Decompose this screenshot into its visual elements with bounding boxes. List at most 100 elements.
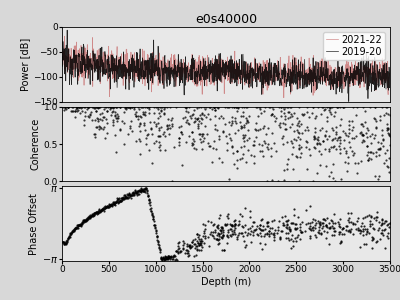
Point <box>234 108 240 113</box>
Point <box>122 193 128 198</box>
Point <box>258 111 264 116</box>
Point <box>336 134 342 139</box>
Point <box>186 121 192 126</box>
2019-20 <box>326 75 331 79</box>
Point <box>166 255 173 260</box>
Point <box>231 228 237 232</box>
Point <box>114 116 120 121</box>
Point <box>382 218 388 223</box>
Point <box>228 223 235 228</box>
Point <box>244 119 250 124</box>
Point <box>286 109 292 114</box>
Point <box>74 223 81 228</box>
Point <box>335 231 342 236</box>
Point <box>364 226 370 231</box>
Point <box>209 232 216 237</box>
Point <box>268 145 274 150</box>
Point <box>266 228 272 233</box>
Point <box>96 104 103 109</box>
Point <box>162 104 168 109</box>
Point <box>337 134 343 139</box>
Point <box>117 198 124 203</box>
Point <box>112 113 118 118</box>
Point <box>241 223 248 228</box>
Point <box>385 236 391 241</box>
Point <box>376 145 383 150</box>
Point <box>379 220 386 225</box>
Point <box>118 198 124 203</box>
Point <box>334 104 340 109</box>
Point <box>251 161 258 166</box>
Point <box>101 104 108 109</box>
Point <box>158 256 164 261</box>
Point <box>297 225 303 230</box>
2019-20 <box>346 100 351 103</box>
Point <box>350 221 357 226</box>
Point <box>132 189 138 194</box>
Point <box>326 134 332 138</box>
Point <box>216 137 222 142</box>
Point <box>84 216 91 220</box>
Point <box>160 255 166 260</box>
Point <box>240 113 246 118</box>
Point <box>324 136 330 141</box>
Point <box>74 109 80 114</box>
Point <box>285 157 292 162</box>
Point <box>386 155 392 160</box>
Point <box>162 256 169 261</box>
Point <box>277 237 284 242</box>
Point <box>229 114 235 119</box>
Point <box>163 256 169 261</box>
Point <box>375 177 381 182</box>
Point <box>377 236 384 241</box>
Point <box>127 193 134 198</box>
Point <box>358 122 364 127</box>
Point <box>370 236 376 240</box>
Point <box>282 104 288 109</box>
Point <box>262 141 268 146</box>
Point <box>60 240 66 244</box>
Point <box>384 230 391 235</box>
Point <box>88 213 95 218</box>
Point <box>63 107 69 112</box>
Point <box>283 219 290 224</box>
Point <box>160 131 166 136</box>
Point <box>264 224 270 229</box>
Point <box>299 111 305 116</box>
Point <box>201 229 208 233</box>
Point <box>101 207 107 212</box>
Point <box>360 133 367 137</box>
Point <box>207 105 214 110</box>
Point <box>205 112 211 116</box>
Point <box>249 229 256 234</box>
Point <box>316 148 322 153</box>
Point <box>326 221 332 226</box>
Point <box>366 231 372 236</box>
Point <box>276 236 283 241</box>
Point <box>69 104 76 109</box>
Point <box>113 200 119 204</box>
Point <box>262 242 268 247</box>
Point <box>142 109 149 114</box>
Point <box>112 202 118 207</box>
Point <box>225 235 232 240</box>
Point <box>218 227 224 232</box>
Point <box>244 230 251 235</box>
Point <box>358 130 364 134</box>
Point <box>336 221 342 226</box>
Point <box>256 141 262 146</box>
Point <box>330 162 337 167</box>
Point <box>208 230 214 234</box>
Point <box>200 234 206 239</box>
Point <box>133 190 140 194</box>
Point <box>385 131 391 136</box>
Point <box>162 257 168 262</box>
Point <box>239 214 246 219</box>
Point <box>316 231 322 236</box>
Point <box>162 134 168 139</box>
Point <box>196 242 202 247</box>
Point <box>268 219 275 224</box>
Point <box>248 229 254 233</box>
Point <box>316 228 322 232</box>
Point <box>88 110 94 114</box>
